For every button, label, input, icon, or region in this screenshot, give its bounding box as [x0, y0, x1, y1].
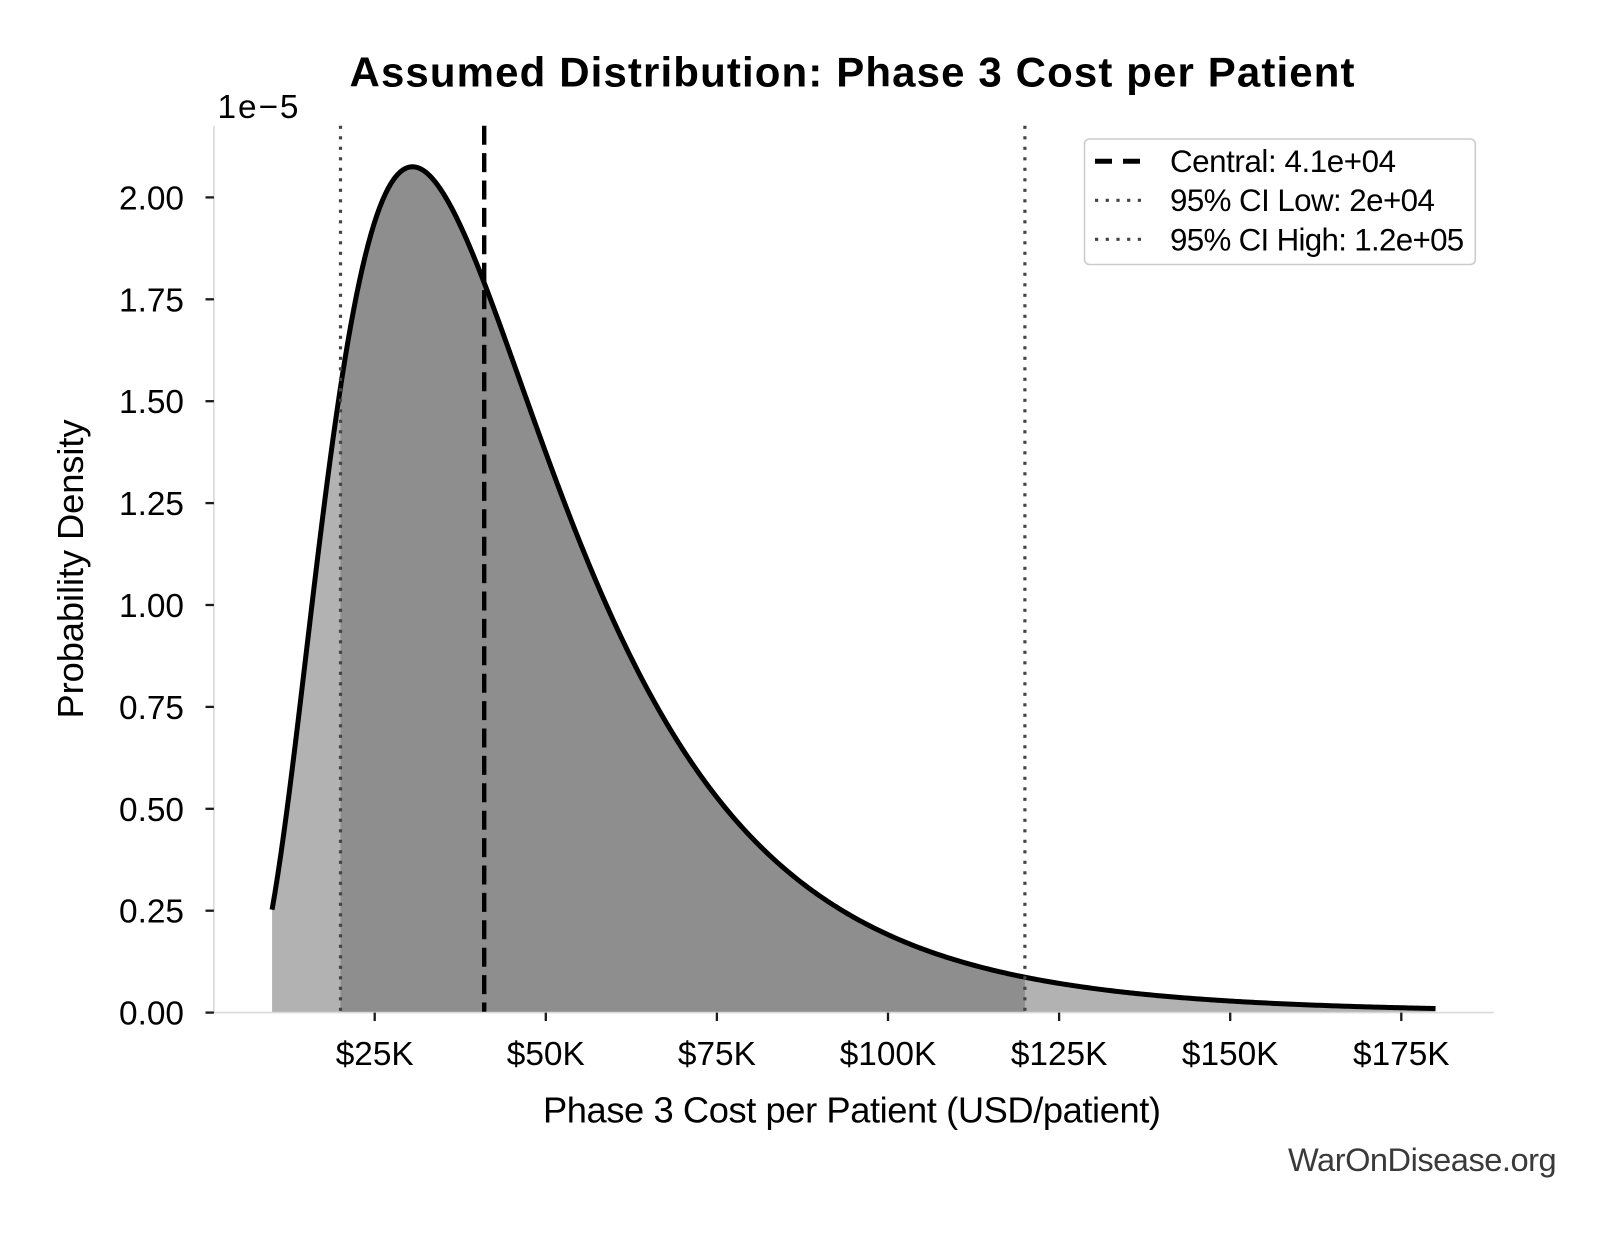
svg-text:1e−5: 1e−5: [218, 89, 299, 126]
svg-text:0.25: 0.25: [119, 894, 184, 931]
svg-text:1.00: 1.00: [119, 588, 184, 625]
svg-text:95% CI Low: 2e+04: 95% CI Low: 2e+04: [1170, 183, 1435, 218]
svg-text:WarOnDisease.org: WarOnDisease.org: [1288, 1141, 1557, 1178]
svg-text:$150K: $150K: [1182, 1036, 1279, 1073]
svg-text:2.00: 2.00: [119, 180, 184, 217]
svg-text:1.75: 1.75: [119, 282, 184, 319]
svg-text:1.25: 1.25: [119, 486, 184, 523]
svg-text:Assumed Distribution: Phase 3: Assumed Distribution: Phase 3 Cost per P…: [350, 48, 1355, 95]
svg-text:Central: 4.1e+04: Central: 4.1e+04: [1170, 144, 1396, 179]
svg-text:$25K: $25K: [336, 1036, 414, 1073]
svg-text:$100K: $100K: [840, 1036, 937, 1073]
svg-text:Phase 3 Cost per Patient (USD/: Phase 3 Cost per Patient (USD/patient): [543, 1089, 1161, 1130]
svg-text:0.75: 0.75: [119, 690, 184, 727]
svg-text:Probability Density: Probability Density: [50, 419, 91, 719]
svg-text:$75K: $75K: [678, 1036, 756, 1073]
svg-text:0.50: 0.50: [119, 792, 184, 829]
svg-text:1.50: 1.50: [119, 384, 184, 421]
svg-text:$125K: $125K: [1011, 1036, 1108, 1073]
svg-text:95% CI High: 1.2e+05: 95% CI High: 1.2e+05: [1170, 222, 1464, 257]
svg-text:$50K: $50K: [507, 1036, 585, 1073]
svg-text:0.00: 0.00: [119, 996, 184, 1033]
svg-text:$175K: $175K: [1353, 1036, 1450, 1073]
